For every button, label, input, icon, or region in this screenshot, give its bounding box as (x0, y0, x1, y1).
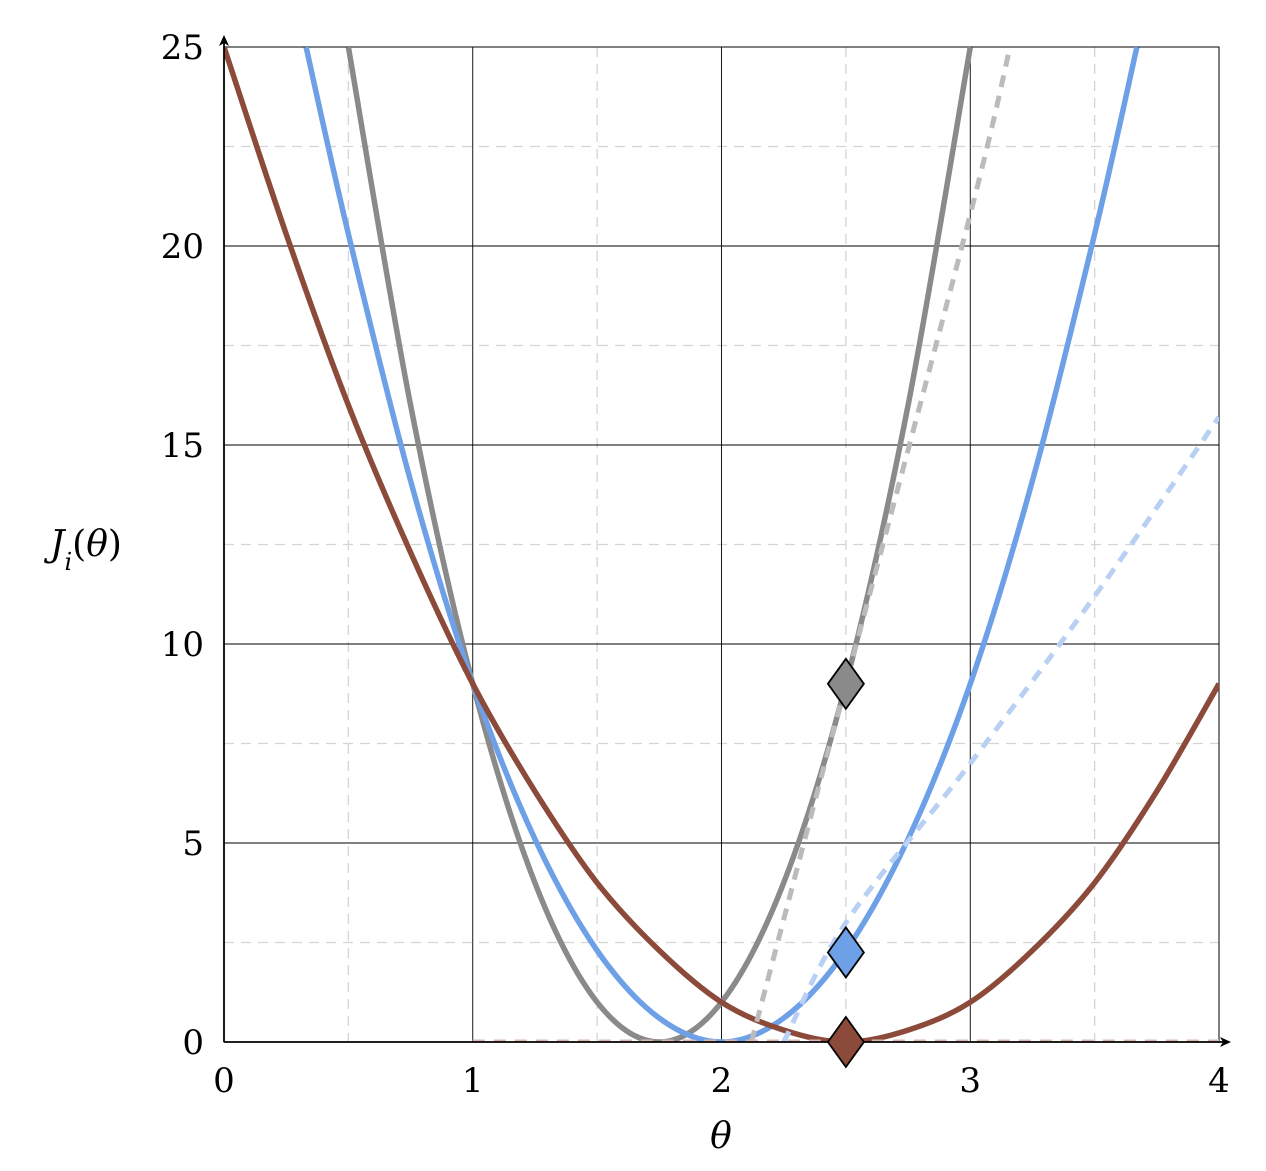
y-tick-label: 0 (182, 1023, 204, 1063)
tick-labels: 0 1 2 3 4 0 5 10 15 20 25 (161, 28, 1230, 1101)
y-axis-label: Ji(θ) (43, 524, 122, 576)
x-tick-label: 4 (1208, 1061, 1230, 1101)
tangent-line-2 (781, 415, 1219, 1042)
axes (219, 35, 1231, 1047)
x-axis-label: θ (710, 1116, 732, 1157)
series-curve-1 (345, 47, 974, 1042)
marker-layer (826, 657, 865, 1069)
y-axis-label-paren-close: ) (108, 524, 122, 565)
diamond-marker-2 (826, 925, 865, 979)
y-tick-label: 20 (161, 227, 204, 267)
diamond-marker-1 (826, 657, 865, 711)
y-tick-label: 25 (161, 28, 204, 68)
x-tick-label: 3 (959, 1061, 981, 1101)
x-tick-label: 0 (213, 1061, 235, 1101)
x-tick-label: 2 (711, 1061, 733, 1101)
series-layer (224, 47, 1219, 1042)
series-curve-3 (224, 47, 1219, 1042)
y-axis-label-paren-open: ( (72, 524, 86, 565)
y-axis-label-subscript: i (64, 548, 72, 576)
y-axis-arrow-icon (219, 35, 229, 46)
y-tick-label: 10 (161, 625, 204, 665)
series-curve-2 (303, 47, 1140, 1042)
y-tick-label: 5 (182, 824, 204, 864)
y-tick-label: 15 (161, 426, 204, 466)
tangent-line-1 (748, 47, 1013, 1042)
x-axis-arrow-icon (1220, 1037, 1231, 1047)
x-tick-label: 1 (462, 1061, 484, 1101)
diamond-marker-3 (826, 1015, 865, 1069)
x-axis-label-text: θ (710, 1116, 732, 1157)
